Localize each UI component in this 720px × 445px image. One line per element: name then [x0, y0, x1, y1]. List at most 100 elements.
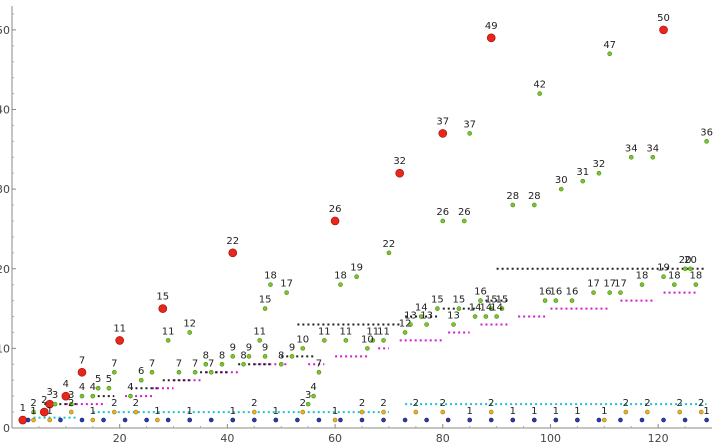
data-point-small-blue [510, 417, 516, 423]
point-label: 2 [413, 398, 419, 409]
data-point-small-orange [112, 409, 117, 415]
data-point-small-blue [101, 417, 106, 423]
point-label: 9 [246, 342, 252, 353]
data-point-small-green [510, 202, 516, 208]
point-label: 7 [149, 358, 155, 369]
data-point-small-orange [359, 409, 365, 415]
data-point-small-blue [295, 417, 300, 423]
data-point-small-green [537, 91, 542, 96]
point-label: 2 [41, 395, 47, 406]
data-point-small-green [704, 139, 709, 144]
data-point-small-green [618, 290, 623, 295]
data-point-small-blue [488, 417, 494, 423]
data-point-big-red [18, 415, 28, 425]
data-point-small-orange [602, 417, 607, 423]
point-label: 17 [614, 279, 627, 290]
data-point-big-red [77, 367, 87, 377]
data-point-small-blue [596, 417, 602, 423]
data-point-small-green [483, 314, 489, 319]
data-point-small-orange [133, 409, 139, 415]
point-label: 1 [703, 406, 709, 417]
point-label: 14 [479, 303, 492, 314]
data-point-small-green [451, 322, 456, 327]
data-point-small-green [569, 298, 575, 303]
data-point-small-green [354, 274, 359, 280]
axes-layer: 2040608010012001020304050 [0, 6, 712, 445]
point-label: 8 [203, 350, 209, 361]
point-label: 11 [253, 326, 266, 337]
point-label: 2 [300, 398, 306, 409]
data-point-big-red [438, 129, 448, 138]
point-label: 3 [52, 390, 58, 401]
data-point-small-orange [252, 409, 257, 415]
point-label: 4 [63, 379, 69, 390]
data-point-small-orange [623, 409, 629, 415]
point-label: 18 [636, 271, 649, 282]
data-point-small-orange [332, 417, 338, 423]
data-point-small-green [343, 338, 349, 343]
point-label: 47 [603, 40, 616, 51]
data-point-small-blue [25, 417, 31, 423]
data-point-small-blue [402, 417, 408, 423]
data-point-small-green [467, 131, 472, 136]
data-point-small-green [370, 338, 376, 343]
x-tick-label: 120 [648, 432, 669, 445]
data-point-small-green [187, 330, 192, 335]
data-point-small-green [219, 362, 225, 367]
point-label: 1 [553, 406, 559, 417]
data-point-small-green [311, 393, 316, 399]
point-label: 20 [684, 255, 697, 266]
point-label: 13 [447, 310, 460, 321]
point-label: 11 [339, 326, 352, 337]
data-point-small-green [257, 338, 262, 343]
y-tick-label: 0 [3, 422, 10, 435]
data-point-small-blue [338, 417, 343, 423]
data-point-big-red [40, 407, 49, 417]
point-label: 3 [68, 390, 74, 401]
data-point-small-orange [31, 417, 36, 423]
data-point-small-green [138, 377, 144, 383]
data-point-small-blue [79, 417, 85, 423]
data-point-small-blue [661, 417, 666, 423]
point-label: 12 [399, 318, 412, 329]
data-point-big-red [61, 391, 71, 401]
data-point-small-orange [155, 417, 160, 423]
point-label: 5 [95, 374, 101, 385]
data-point-small-green [386, 250, 392, 256]
data-point-small-green [268, 282, 273, 287]
x-tick-label: 20 [113, 432, 127, 445]
point-label: 2 [359, 398, 365, 409]
data-point-small-green [52, 401, 58, 407]
point-label: 6 [138, 366, 144, 377]
point-label: 50 [657, 13, 670, 24]
x-tick-label: 100 [540, 432, 561, 445]
point-label: 3 [305, 390, 311, 401]
point-label: 1 [30, 406, 36, 417]
x-tick-label: 60 [328, 432, 342, 445]
data-point-small-blue [187, 417, 192, 423]
point-label: 20 [679, 255, 692, 266]
data-point-small-green [661, 274, 666, 280]
point-label: 12 [183, 318, 196, 329]
data-point-small-green [316, 369, 322, 375]
point-label: 34 [625, 143, 638, 154]
point-label: 16 [549, 287, 562, 298]
data-point-small-green [284, 290, 289, 295]
data-point-small-blue [553, 417, 559, 423]
data-point-small-orange [677, 409, 682, 415]
point-label: 8 [219, 350, 225, 361]
point-label: 37 [463, 119, 476, 130]
data-point-small-blue [575, 417, 580, 423]
point-label: 1 [20, 403, 26, 414]
data-point-small-green [106, 385, 112, 391]
point-label: 1 [230, 406, 236, 417]
data-point-small-green [278, 362, 284, 367]
data-point-small-green [462, 218, 467, 224]
data-point-small-green [241, 362, 246, 367]
point-label: 22 [226, 236, 239, 247]
data-point-small-orange [90, 417, 96, 423]
point-label: 2 [644, 398, 650, 409]
data-point-small-blue [445, 417, 451, 423]
data-point-big-red [115, 336, 124, 345]
